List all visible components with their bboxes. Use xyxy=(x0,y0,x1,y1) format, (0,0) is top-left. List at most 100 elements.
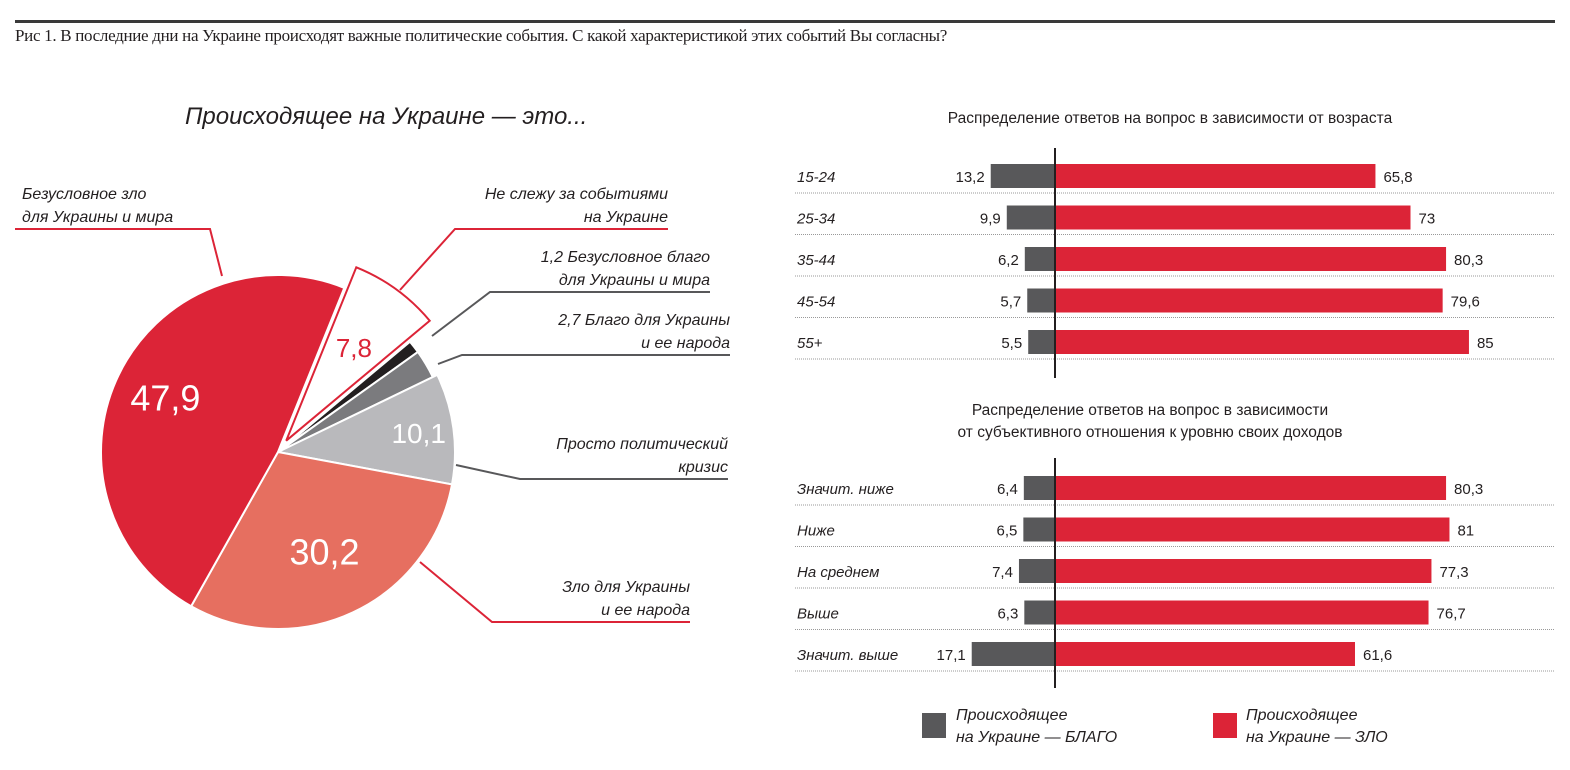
leader-line-bezuslovnoe-blago xyxy=(431,291,710,337)
age-chart-title: Распределение ответов на вопрос в зависи… xyxy=(947,110,1393,127)
label-line: Просто политический xyxy=(556,436,728,453)
bar-blago xyxy=(1018,559,1055,583)
bar-zlo xyxy=(1055,476,1447,500)
bar-blago xyxy=(990,164,1055,188)
age-bar-chart: 15-24 13,2 65,8 25-34 9,9 73 35-44 6,2 80,3 45-54… xyxy=(795,148,1555,378)
category-label: 55+ xyxy=(797,335,823,352)
pie-label-politicheskiy-krizis: Просто политический кризис xyxy=(556,433,728,479)
title-line: от субъективного отношения к уровню свои… xyxy=(957,424,1343,441)
top-rule xyxy=(15,20,1555,23)
leader-line-bezuslovnoe-zlo xyxy=(15,228,223,277)
pie-slice xyxy=(274,373,456,486)
bar-zlo xyxy=(1055,642,1355,666)
label-line: 2,7 Благо для Украины xyxy=(558,312,730,329)
pie-slice xyxy=(100,274,346,608)
pie-label-ne-slezhu: Не слежу за событиями на Украине xyxy=(485,183,668,229)
value-label-blago: 17,1 xyxy=(937,647,966,664)
legend-line: Происходящее xyxy=(956,707,1068,724)
value-label-blago: 6,3 xyxy=(997,606,1018,623)
bar-zlo xyxy=(1055,517,1450,542)
pie-value-label: 7,8 xyxy=(336,333,372,363)
value-label-zlo: 81 xyxy=(1457,523,1474,540)
pie-label-bezuslovnoe-zlo: Безусловное зло для Украины и мира xyxy=(22,183,173,229)
bar-zlo xyxy=(1055,247,1447,271)
leader-line-blago xyxy=(437,354,730,365)
legend-item-blago: Происходящее на Украине — БЛАГО xyxy=(956,705,1117,749)
category-label: Выше xyxy=(797,606,839,623)
leader-line-politicheskiy-krizis xyxy=(455,464,728,480)
label-line: кризис xyxy=(678,459,728,476)
value-label-blago: 5,5 xyxy=(1001,335,1022,352)
bar-zlo xyxy=(1055,205,1411,230)
leader-line-zlo xyxy=(419,561,690,623)
label-line: и ее народа xyxy=(601,602,690,619)
bar-zlo xyxy=(1055,164,1376,188)
pie-label-blago: 2,7 Благо для Украины и ее народа xyxy=(558,309,730,355)
bar-blago xyxy=(1024,600,1055,625)
label-line: и ее народа xyxy=(641,335,730,352)
category-label: 35-44 xyxy=(797,252,835,269)
income-bar-chart: Значит. ниже 6,4 80,3 Ниже 6,5 81 На среднем 7,… xyxy=(795,458,1555,688)
bar-blago xyxy=(1006,205,1055,230)
category-label: Значит. ниже xyxy=(797,481,894,498)
pie-label-zlo: Зло для Украины и ее народа xyxy=(562,576,690,622)
value-label-zlo: 79,6 xyxy=(1451,294,1480,311)
category-label: Значит. выше xyxy=(797,647,898,664)
legend-swatch-zlo xyxy=(1213,713,1237,738)
value-label-zlo: 65,8 xyxy=(1383,169,1412,186)
bar-blago xyxy=(1023,517,1055,542)
label-line: для Украины и мира xyxy=(558,272,710,289)
bar-blago xyxy=(1027,288,1055,313)
label-line: Не слежу за событиями xyxy=(484,186,668,203)
pie-slice xyxy=(285,265,432,442)
label-line: на Украине xyxy=(583,209,668,226)
value-label-blago: 5,7 xyxy=(1000,294,1021,311)
pie-chart: 7,8 10,1 30,2 47,9 xyxy=(100,265,456,630)
bar-blago xyxy=(1023,476,1055,500)
value-label-blago: 6,5 xyxy=(996,523,1017,540)
figure-caption: Рис 1. В последние дни на Украине происх… xyxy=(15,26,948,45)
bar-zlo xyxy=(1055,288,1443,313)
pie-value-label: 10,1 xyxy=(391,418,446,449)
label-line: для Украины и мира xyxy=(22,209,174,226)
label-line: Безусловное зло xyxy=(22,186,147,203)
legend-item-zlo: Происходящее на Украине — ЗЛО xyxy=(1246,705,1388,749)
value-label-zlo: 80,3 xyxy=(1454,252,1483,269)
category-label: На среднем xyxy=(797,564,879,581)
category-label: 45-54 xyxy=(797,294,835,311)
value-label-zlo: 76,7 xyxy=(1437,606,1466,623)
value-label-zlo: 80,3 xyxy=(1454,481,1483,498)
value-label-zlo: 77,3 xyxy=(1439,564,1468,581)
value-label-zlo: 73 xyxy=(1419,211,1436,228)
label-line: Зло для Украины xyxy=(562,579,690,596)
bar-zlo xyxy=(1055,330,1469,354)
pie-label-bezuslovnoe-blago: 1,2 Безусловное благо для Украины и мира xyxy=(541,246,710,292)
pie-title: Происходящее на Украине — это... xyxy=(185,103,588,130)
bar-blago xyxy=(1024,247,1055,271)
legend-line: на Украине — БЛАГО xyxy=(956,729,1118,746)
title-line: Распределение ответов на вопрос в зависи… xyxy=(971,402,1329,419)
label-line: 1,2 Безусловное благо xyxy=(540,249,710,266)
legend-swatch-blago xyxy=(922,713,946,738)
pie-slice xyxy=(189,450,454,630)
value-label-blago: 7,4 xyxy=(992,564,1013,581)
value-label-zlo: 85 xyxy=(1477,335,1494,352)
legend-line: Происходящее xyxy=(1246,707,1358,724)
pie-value-label: 30,2 xyxy=(289,531,359,572)
value-label-blago: 13,2 xyxy=(956,169,985,186)
category-label: 25-34 xyxy=(796,211,835,228)
bar-blago xyxy=(971,642,1055,666)
legend-line: на Украине — ЗЛО xyxy=(1246,729,1388,746)
bar-zlo xyxy=(1055,559,1432,583)
bar-blago xyxy=(1028,330,1055,354)
value-label-blago: 6,2 xyxy=(998,252,1019,269)
value-label-blago: 6,4 xyxy=(997,481,1018,498)
category-label: Ниже xyxy=(797,523,835,540)
value-label-blago: 9,9 xyxy=(980,211,1001,228)
pie-value-label: 47,9 xyxy=(130,377,200,418)
bar-zlo xyxy=(1055,600,1429,625)
value-label-zlo: 61,6 xyxy=(1363,647,1392,664)
income-chart-title: Распределение ответов на вопрос в зависи… xyxy=(880,400,1420,444)
leader-line-ne-slezhu xyxy=(399,228,668,291)
